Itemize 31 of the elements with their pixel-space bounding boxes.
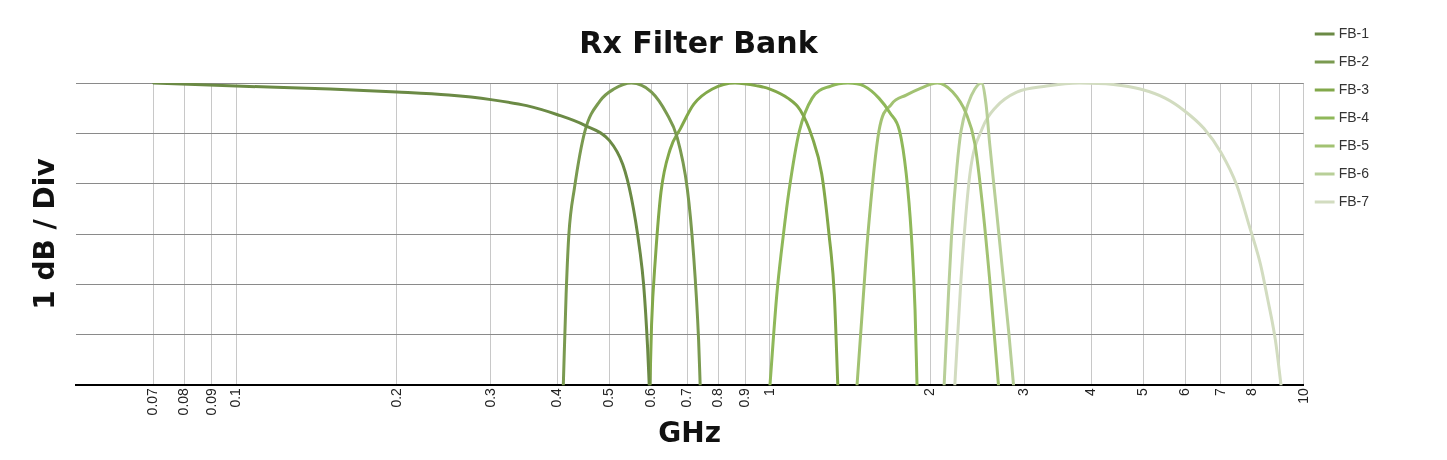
- legend-label: FB-7: [1338, 192, 1370, 209]
- x-tick-label: 0.07: [144, 387, 161, 416]
- x-tick-label: 8: [1242, 387, 1259, 396]
- x-tick-label: 7: [1211, 387, 1228, 396]
- x-tick-label: 0.3: [481, 387, 498, 408]
- x-tick-label: 5: [1133, 387, 1150, 396]
- x-tick-label: 0.08: [175, 387, 192, 416]
- x-tick-label: 0.5: [600, 387, 617, 408]
- x-tick-label: 10: [1294, 387, 1311, 404]
- x-tick-label: 0.4: [548, 387, 565, 408]
- x-tick-label: 4: [1082, 387, 1099, 396]
- legend-label: FB-1: [1338, 24, 1370, 41]
- x-tick-label: 0.9: [736, 387, 753, 408]
- legend-label: FB-3: [1338, 80, 1370, 97]
- legend-label: FB-2: [1338, 52, 1370, 69]
- x-axis-title: GHz: [658, 416, 721, 450]
- x-tick-label: 6: [1176, 387, 1193, 396]
- y-axis-title: 1 dB / Div: [28, 158, 62, 310]
- legend-label: FB-4: [1338, 108, 1370, 125]
- x-tick-label: 0.7: [678, 387, 695, 408]
- x-tick-label: 3: [1015, 387, 1032, 396]
- x-tick-label: 0.6: [642, 387, 659, 408]
- x-tick-label: 0.1: [227, 387, 244, 408]
- legend-label: FB-6: [1338, 164, 1370, 181]
- x-tick-label: 1: [760, 387, 777, 396]
- x-tick-label: 0.2: [387, 387, 404, 408]
- legend-label: FB-5: [1338, 136, 1370, 153]
- x-tick-label: 0.09: [202, 387, 219, 416]
- x-tick-label: 0.8: [709, 387, 726, 408]
- x-tick-label: 2: [921, 387, 938, 396]
- chart-title: Rx Filter Bank: [579, 24, 819, 60]
